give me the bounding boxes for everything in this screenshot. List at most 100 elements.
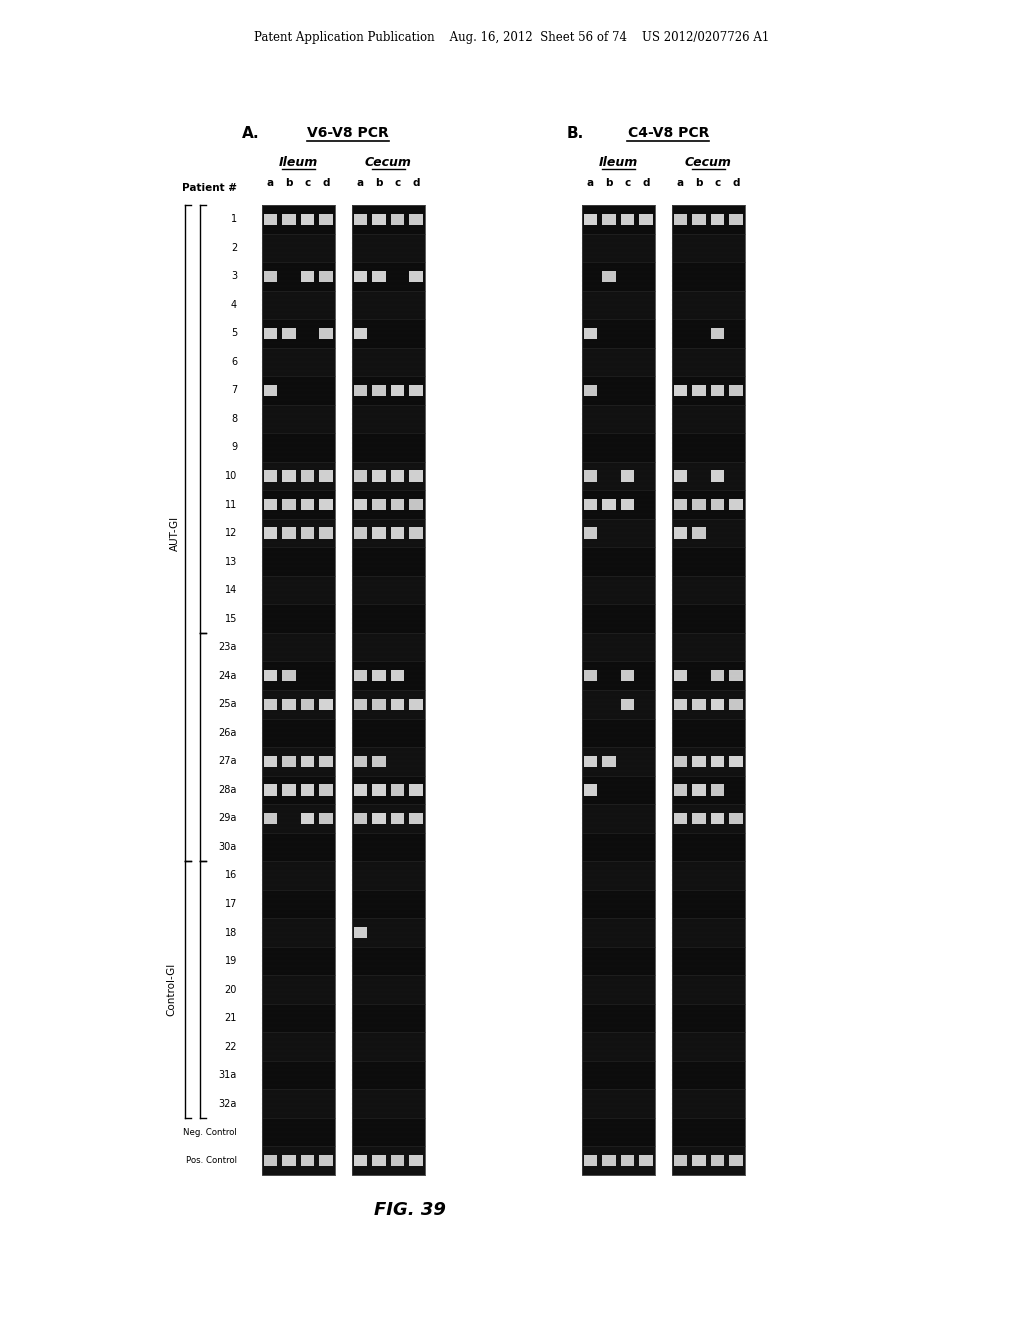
Bar xyxy=(410,1155,423,1167)
Bar xyxy=(410,214,423,224)
Bar xyxy=(582,1032,654,1061)
Text: C4-V8 PCR: C4-V8 PCR xyxy=(628,125,709,140)
Bar xyxy=(582,946,654,975)
Bar xyxy=(264,813,278,824)
Bar xyxy=(283,1155,296,1167)
Bar xyxy=(262,433,335,462)
Bar xyxy=(262,1089,335,1118)
Bar xyxy=(582,205,654,1175)
Bar xyxy=(319,755,333,767)
Text: 1: 1 xyxy=(230,214,237,224)
Bar xyxy=(352,1147,425,1175)
Text: 2: 2 xyxy=(230,243,237,253)
Bar xyxy=(584,528,597,539)
Bar xyxy=(319,470,333,482)
Text: 12: 12 xyxy=(224,528,237,539)
Bar xyxy=(672,975,744,1003)
Bar xyxy=(352,661,425,690)
Bar xyxy=(264,1155,278,1167)
Bar xyxy=(729,698,742,710)
Bar xyxy=(391,214,404,224)
Bar xyxy=(264,528,278,539)
Bar xyxy=(582,290,654,319)
Text: 17: 17 xyxy=(224,899,237,909)
Bar xyxy=(262,205,335,1175)
Text: Pos. Control: Pos. Control xyxy=(186,1156,237,1166)
Bar xyxy=(672,1089,744,1118)
Bar xyxy=(582,690,654,718)
Bar xyxy=(301,784,314,796)
Bar xyxy=(582,1003,654,1032)
Text: b: b xyxy=(375,178,383,187)
Bar xyxy=(352,205,425,1175)
Bar xyxy=(262,690,335,718)
Bar xyxy=(262,776,335,804)
Bar xyxy=(283,784,296,796)
Bar xyxy=(353,784,368,796)
Text: a: a xyxy=(677,178,684,187)
Bar xyxy=(674,499,687,511)
Bar xyxy=(621,671,634,681)
Bar xyxy=(319,214,333,224)
Text: 8: 8 xyxy=(230,414,237,424)
Bar xyxy=(352,376,425,405)
Bar xyxy=(672,804,744,833)
Bar xyxy=(584,755,597,767)
Bar xyxy=(582,263,654,290)
Bar xyxy=(621,470,634,482)
Bar xyxy=(262,634,335,661)
Bar xyxy=(301,528,314,539)
Bar xyxy=(672,776,744,804)
Text: 9: 9 xyxy=(230,442,237,453)
Bar xyxy=(674,671,687,681)
Bar xyxy=(672,1003,744,1032)
Bar xyxy=(283,755,296,767)
Text: Ileum: Ileum xyxy=(279,156,317,169)
Bar xyxy=(582,833,654,861)
Bar xyxy=(283,698,296,710)
Bar xyxy=(372,1155,386,1167)
Bar xyxy=(352,290,425,319)
Bar xyxy=(262,548,335,576)
Bar xyxy=(582,776,654,804)
Bar xyxy=(372,671,386,681)
Bar xyxy=(582,890,654,919)
Bar xyxy=(352,890,425,919)
Bar xyxy=(262,290,335,319)
Bar xyxy=(353,927,368,939)
Bar xyxy=(674,755,687,767)
Bar xyxy=(711,499,724,511)
Text: c: c xyxy=(304,178,310,187)
Bar xyxy=(352,462,425,490)
Bar xyxy=(711,327,724,339)
Bar xyxy=(672,205,744,234)
Bar xyxy=(672,376,744,405)
Bar xyxy=(582,548,654,576)
Bar xyxy=(674,813,687,824)
Bar xyxy=(582,234,654,263)
Bar xyxy=(301,755,314,767)
Bar xyxy=(353,214,368,224)
Text: Ileum: Ileum xyxy=(599,156,638,169)
Bar xyxy=(262,1032,335,1061)
Text: d: d xyxy=(413,178,420,187)
Bar xyxy=(301,271,314,282)
Bar xyxy=(711,784,724,796)
Bar xyxy=(319,1155,333,1167)
Bar xyxy=(410,528,423,539)
Bar xyxy=(264,698,278,710)
Bar xyxy=(672,462,744,490)
Text: AUT-GI: AUT-GI xyxy=(170,516,180,550)
Bar xyxy=(711,470,724,482)
Bar xyxy=(711,698,724,710)
Bar xyxy=(262,804,335,833)
Bar xyxy=(672,234,744,263)
Text: 3: 3 xyxy=(230,272,237,281)
Bar xyxy=(262,319,335,347)
Bar xyxy=(352,1118,425,1147)
Bar xyxy=(582,605,654,634)
Bar xyxy=(319,499,333,511)
Bar xyxy=(711,813,724,824)
Bar xyxy=(372,214,386,224)
Bar xyxy=(319,698,333,710)
